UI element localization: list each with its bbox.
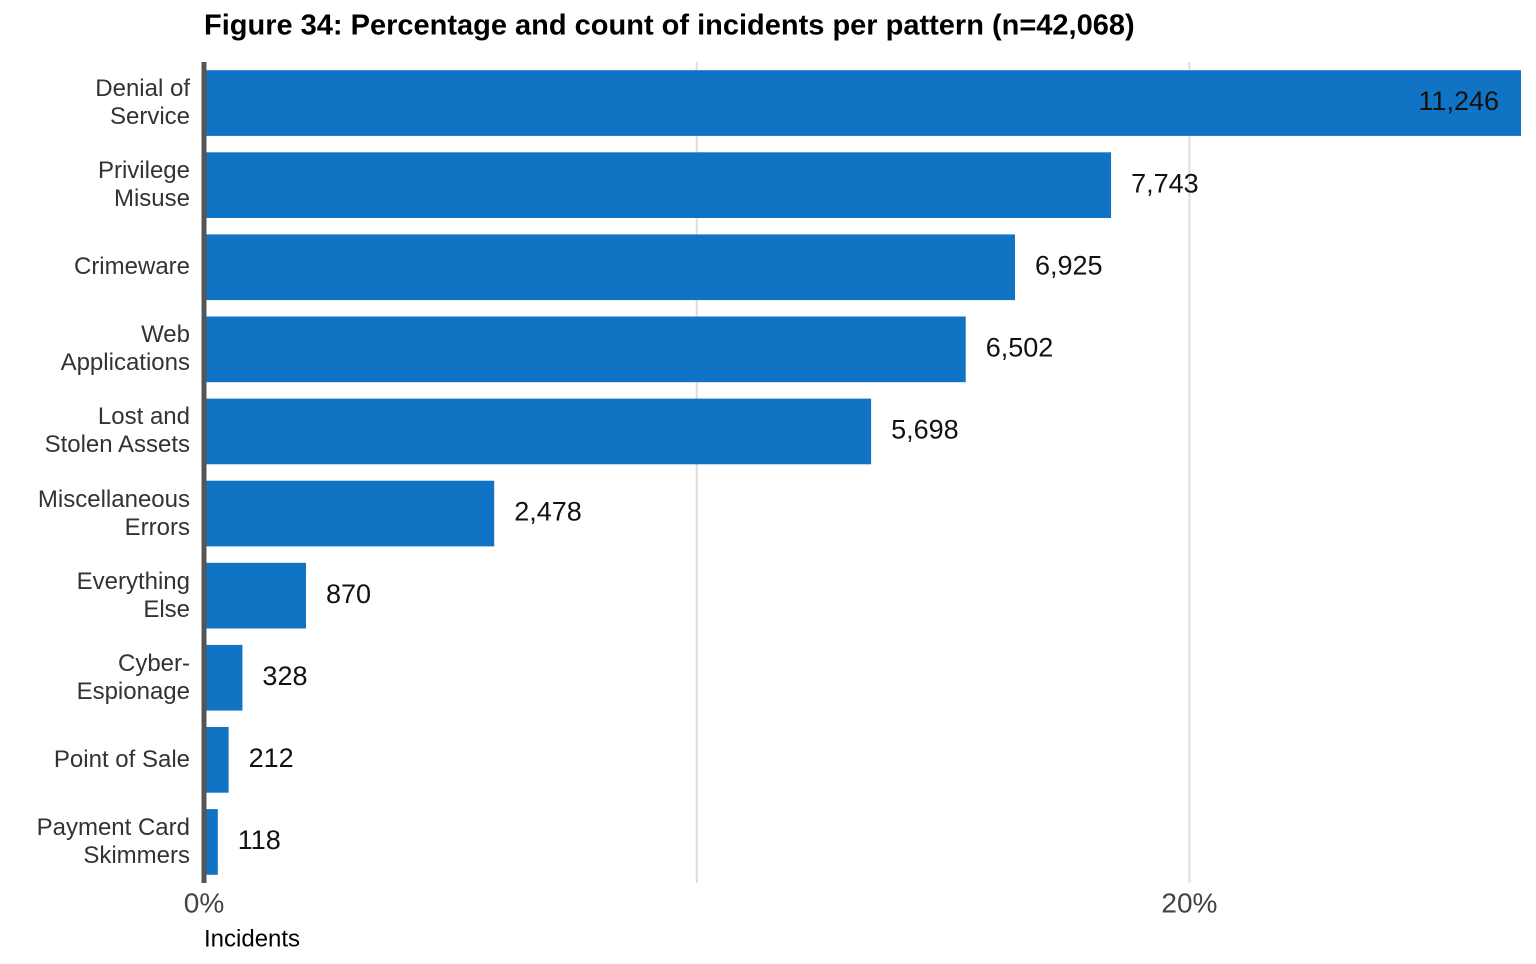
y-tick-label: Miscellaneous Errors — [37, 485, 190, 541]
data-label: 2,478 — [514, 497, 582, 527]
bar — [204, 727, 229, 793]
bar — [204, 152, 1112, 218]
data-label: 118 — [238, 825, 281, 855]
y-tick-label: Crimeware — [73, 253, 190, 281]
bar — [204, 70, 1521, 136]
y-tick-label: Denial of Service — [95, 75, 190, 131]
data-label: 870 — [326, 579, 371, 609]
bar — [204, 644, 243, 711]
bar — [204, 234, 1015, 301]
data-label: 328 — [262, 661, 307, 691]
x-axis-label: Incidents — [204, 925, 300, 952]
bar — [204, 562, 306, 629]
y-tick-label: Cyber- Espionage — [76, 649, 190, 705]
bar — [204, 480, 495, 547]
data-label: 11,246 — [1418, 86, 1499, 116]
data-label: 212 — [249, 743, 294, 773]
x-tick-label: 0% — [184, 887, 224, 918]
data-label: 6,925 — [1035, 250, 1103, 280]
bar — [204, 809, 218, 875]
y-tick-label: Payment Card Skimmers — [36, 813, 190, 869]
y-tick-label: Point of Sale — [53, 745, 190, 773]
data-label: 5,698 — [891, 415, 959, 445]
x-tick-label: 20% — [1161, 887, 1217, 918]
y-tick-label: Everything Else — [76, 567, 190, 623]
y-tick-label: Lost and Stolen Assets — [44, 403, 190, 459]
bar — [204, 398, 872, 465]
y-tick-label: Web Applications — [60, 321, 190, 377]
bar — [204, 316, 966, 383]
data-label: 6,502 — [986, 332, 1054, 362]
data-label: 7,743 — [1131, 168, 1199, 198]
chart-title: Figure 34: Percentage and count of incid… — [204, 10, 1135, 42]
y-tick-label: Privilege Misuse — [97, 157, 190, 213]
